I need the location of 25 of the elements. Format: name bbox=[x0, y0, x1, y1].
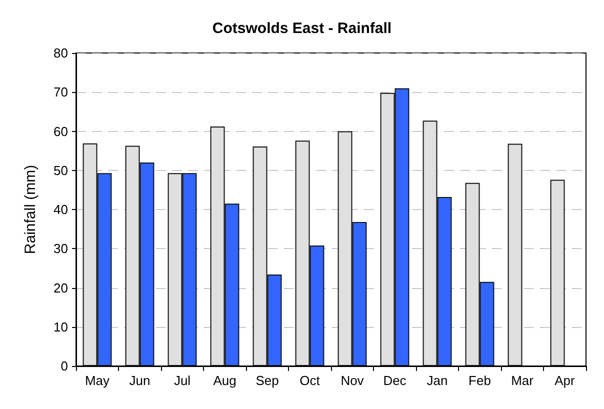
x-tick-label: Mar bbox=[511, 373, 534, 388]
x-tick-label: Jun bbox=[129, 373, 150, 388]
y-tick-label: 70 bbox=[54, 84, 68, 100]
y-tick-label: 60 bbox=[54, 124, 68, 139]
x-tick-label: Apr bbox=[554, 373, 576, 388]
x-tick-label: Aug bbox=[213, 373, 236, 388]
bar bbox=[550, 180, 565, 366]
x-tick-label: Nov bbox=[340, 373, 364, 388]
y-tick-label: 50 bbox=[54, 162, 68, 178]
y-tick-label: 20 bbox=[54, 280, 68, 296]
y-tick-label: 10 bbox=[54, 319, 68, 334]
x-tick-label: Feb bbox=[468, 373, 491, 388]
chart-title: Cotswolds East - Rainfall bbox=[212, 20, 392, 37]
x-tick-label: Oct bbox=[300, 373, 320, 388]
x-tick-label: Jan bbox=[426, 373, 448, 388]
x-tick-label: Dec bbox=[383, 373, 407, 388]
y-tick-label: 30 bbox=[54, 241, 68, 256]
x-tick-label: Jul bbox=[174, 373, 191, 388]
y-tick-label: 80 bbox=[54, 46, 68, 60]
x-tick-label: Sep bbox=[256, 373, 279, 388]
x-tick-label: May bbox=[84, 373, 110, 388]
y-tick-label: 40 bbox=[54, 202, 68, 217]
y-tick-label: 0 bbox=[60, 358, 68, 374]
y-axis-title: Rainfall (mm) bbox=[22, 164, 39, 254]
bar bbox=[508, 144, 522, 366]
